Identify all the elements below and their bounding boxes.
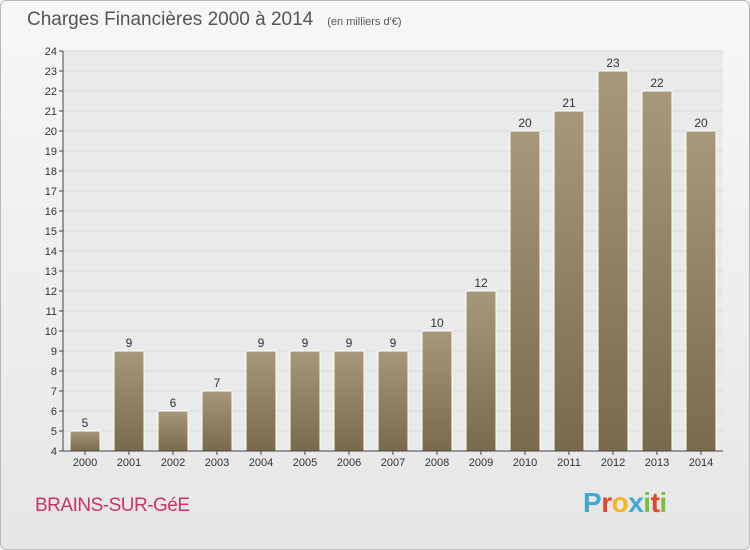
y-tick-label: 11	[46, 306, 57, 318]
bar-2005	[289, 350, 321, 452]
bar-2004	[245, 350, 277, 452]
x-tick-label: 2007	[381, 457, 405, 469]
title-text: Charges Financières 2000 à 2014	[27, 9, 314, 30]
bar-value-label: 23	[606, 56, 620, 70]
bar-value-label: 21	[562, 96, 576, 110]
x-tick-label: 2011	[557, 457, 581, 469]
logo-letter: t	[650, 487, 660, 518]
y-tick-label: 4	[51, 446, 57, 458]
y-tick-label: 23	[45, 66, 57, 78]
y-tick-label: 15	[45, 226, 57, 238]
bars: 5 9 6 7 9 9 9 9 10 12 20 21 23 22 20	[69, 56, 717, 452]
bar-value-label: 6	[170, 396, 177, 410]
logo-letter: r	[601, 487, 612, 518]
x-tick-label: 2004	[249, 457, 273, 469]
bar-value-label: 9	[390, 336, 397, 350]
y-tick-label: 22	[45, 86, 57, 98]
x-tick-label: 2005	[293, 457, 317, 469]
city-name: BRAINS-SUR-GéE	[35, 495, 190, 516]
x-tick-label: 2012	[601, 457, 625, 469]
x-tick-label: 2002	[161, 457, 185, 469]
bar-2003	[201, 390, 233, 452]
bar-2013	[641, 90, 673, 452]
axes: 4 5 6 7 8 9 10 11 12 13 14 15 16 17 18 19 20 21 22 23 24 2000…	[45, 46, 723, 469]
bar-value-label: 10	[430, 316, 444, 330]
y-tick-label: 19	[45, 146, 57, 158]
bar-2002	[157, 410, 189, 452]
bar-2014	[685, 130, 717, 452]
y-tick-label: 16	[45, 206, 57, 218]
unit-label: (en milliers d'€)	[327, 16, 402, 28]
logo-letter: x	[628, 487, 644, 518]
y-tick-label: 7	[51, 386, 57, 398]
bar-value-label: 12	[474, 276, 488, 290]
bar-2001	[113, 350, 145, 452]
bar-2007	[377, 350, 409, 452]
logo-letter: o	[611, 487, 629, 518]
bar-value-label: 9	[126, 336, 133, 350]
y-tick-label: 18	[45, 166, 57, 178]
bar-value-label: 5	[82, 416, 89, 430]
y-tick-label: 6	[51, 406, 57, 418]
x-tick-label: 2000	[73, 457, 97, 469]
x-tick-label: 2010	[513, 457, 537, 469]
bar-2000	[69, 430, 101, 452]
y-tick-label: 5	[51, 426, 57, 438]
y-tick-label: 14	[45, 246, 57, 258]
y-tick-label: 9	[51, 346, 57, 358]
logo-letter: i	[643, 487, 651, 518]
bar-value-label: 9	[302, 336, 309, 350]
x-tick-label: 2009	[469, 457, 493, 469]
bar-value-label: 7	[214, 376, 221, 390]
y-tick-label: 21	[45, 106, 57, 118]
bar-value-label: 22	[650, 76, 664, 90]
y-tick-label: 17	[45, 186, 57, 198]
y-tick-label: 10	[45, 326, 57, 338]
x-tick-label: 2013	[645, 457, 669, 469]
y-tick-label: 13	[45, 266, 57, 278]
chart-title: Charges Financières 2000 à 2014 (en milli…	[27, 9, 401, 31]
bar-value-label: 9	[346, 336, 353, 350]
x-tick-label: 2014	[689, 457, 713, 469]
x-tick-label: 2003	[205, 457, 229, 469]
bar-2010	[509, 130, 541, 452]
y-tick-label: 12	[45, 286, 57, 298]
bar-2012	[597, 70, 629, 452]
y-tick-label: 20	[45, 126, 57, 138]
proxiti-logo: Proxiti	[583, 487, 667, 519]
bar-2006	[333, 350, 365, 452]
y-tick-label: 8	[51, 366, 57, 378]
logo-letter: P	[583, 487, 602, 518]
bar-2008	[421, 330, 453, 452]
bar-2011	[553, 110, 585, 452]
bar-2009	[465, 290, 497, 452]
bar-value-label: 9	[258, 336, 265, 350]
y-tick-label: 24	[45, 46, 57, 58]
x-tick-label: 2001	[117, 457, 141, 469]
logo-letter: i	[659, 487, 667, 518]
bar-value-label: 20	[694, 116, 708, 130]
x-tick-label: 2006	[337, 457, 361, 469]
bar-value-label: 20	[518, 116, 532, 130]
x-tick-label: 2008	[425, 457, 449, 469]
